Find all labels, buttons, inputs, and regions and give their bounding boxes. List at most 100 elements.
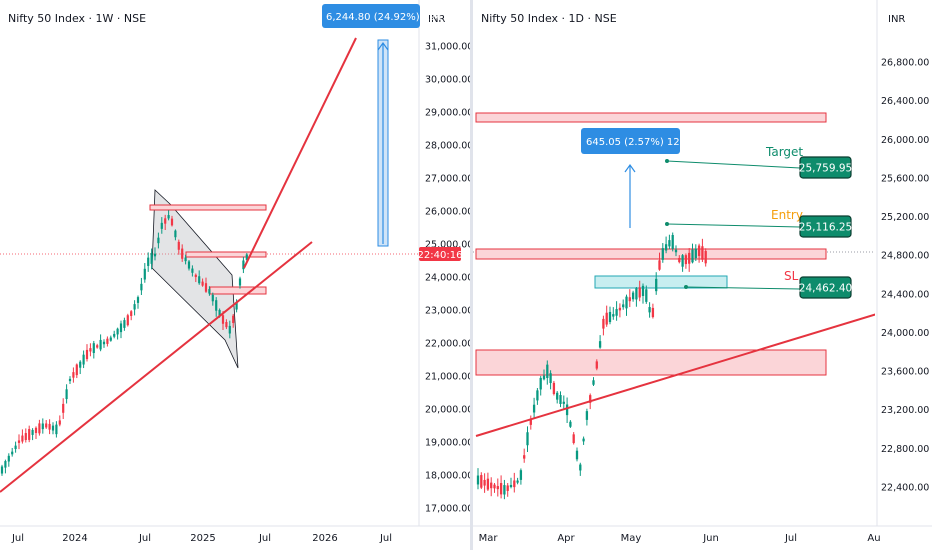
price-tick-label: 31,000.00 [425,42,473,53]
daily-price-axis[interactable]: INR 22,400.00 22,800.00 23,200.00 23,600.00… [876,0,929,526]
candle-body [225,322,228,328]
candle-body [697,245,701,256]
candle-body [658,260,661,270]
time-tick-label: Apr [557,533,575,544]
weekly-price-axis[interactable]: INR 17,000.00 18,000.00 19,000.00 20,000.00… [418,0,474,526]
candle-body [242,260,245,270]
daily-candles [476,232,707,500]
candle-body [96,345,99,348]
weekly-countdown-label: 22:40:16 [418,250,463,261]
time-tick-label: Jul [258,533,271,544]
price-tick-label: 30,000.00 [425,75,473,86]
daily-plot-area[interactable] [473,112,880,500]
daily-measure-tooltip-text: 645.05 (2.57%) 12,901 [586,137,702,148]
candle-body [589,395,592,403]
price-tick-label: 26,800.00 [881,58,929,69]
candle-body [113,333,116,337]
candle-body [645,289,648,302]
candle-body [82,354,85,365]
time-tick-label: May [621,533,642,544]
candle-body [595,361,598,369]
candle-body [126,315,129,326]
candle-body [704,250,707,264]
candle-body [476,475,480,485]
price-tick-label: 22,000.00 [425,339,473,350]
candle-body [523,455,526,459]
candle-body [177,241,180,250]
candle-body [552,382,556,394]
candle-body [691,249,694,263]
candle-body [655,278,658,292]
candle-body [565,404,569,416]
candle-body [506,485,509,491]
price-tick-label: 28,000.00 [425,141,473,152]
daily-measure-tooltip-box [581,128,680,154]
daily-chart-panel[interactable]: Nifty 50 Index · 1D · NSE 645.05 (2.57%)… [473,0,932,544]
candle-body [671,235,674,249]
candle-body [572,434,575,444]
daily-measure-arrowhead [624,163,636,173]
candle-body [615,309,618,316]
candle-body [598,341,602,348]
candle-body [499,483,503,495]
candle-body [157,237,160,244]
daily-ascending-trendline [475,313,875,437]
candle-body [536,390,539,401]
candle-body [684,255,688,265]
price-tick-label: 26,000.00 [881,135,929,146]
weekly-plot-area[interactable] [0,37,418,493]
candle-body [546,364,549,378]
candle-body [559,395,562,404]
candle-body [28,429,31,440]
candle-body [130,311,133,316]
candle-body [14,445,17,450]
daily-entry-zone [475,248,827,260]
candle-body [661,248,664,260]
daily-sl-line [685,286,801,290]
candle-body [45,423,48,428]
candle-body [681,255,684,267]
price-tick-label: 24,000.00 [425,273,473,284]
price-tick-label: 23,600.00 [881,367,929,378]
candle-body [164,218,167,224]
candle-body [486,478,490,490]
daily-time-axis[interactable]: Mar Apr May Jun Jul Au [473,525,932,544]
weekly-chart-panel[interactable]: Nifty 50 Index · 1W · NSE INR 17,000.001… [0,0,473,550]
weekly-time-axis[interactable]: Jul 2024 Jul 2025 Jul 2026 Jul [0,525,470,544]
price-tick-label: 21,000.00 [425,372,473,383]
candle-body [245,254,248,260]
candle-body [72,372,75,378]
weekly-measure-arrowhead [377,41,389,51]
time-tick-label: 2024 [62,533,87,544]
candle-body [187,261,191,269]
candle-body [38,423,41,434]
candle-body [140,283,143,291]
candle-body [532,404,536,413]
candle-body [4,461,7,468]
target-label: Target [765,145,803,159]
daily-currency-label: INR [888,14,905,25]
candle-body [123,320,126,328]
daily-target-point [665,159,669,163]
candle-body [631,292,635,300]
price-tick-label: 23,200.00 [881,405,929,416]
weekly-y-ticks: 17,000.00 18,000.00 19,000.00 20,000.00 21,0… [425,42,473,515]
daily-demand-zone [475,349,827,376]
candle-body [34,427,38,433]
candle-body [625,296,628,309]
weekly-candles [0,210,248,476]
candle-body [232,315,235,323]
daily-support-zone [594,275,728,289]
candle-body [496,486,499,490]
time-tick-label: 2026 [312,533,337,544]
price-tick-label: 22,400.00 [881,483,929,494]
weekly-chart-title: Nifty 50 Index · 1W · NSE [8,12,146,25]
price-tick-label: 26,400.00 [881,96,929,107]
candle-body [221,315,225,324]
candle-body [116,328,119,335]
panel-divider[interactable] [470,0,473,550]
candle-body [201,281,204,286]
candle-body [569,421,572,427]
daily-entry-line [666,223,801,228]
candle-body [170,218,174,226]
